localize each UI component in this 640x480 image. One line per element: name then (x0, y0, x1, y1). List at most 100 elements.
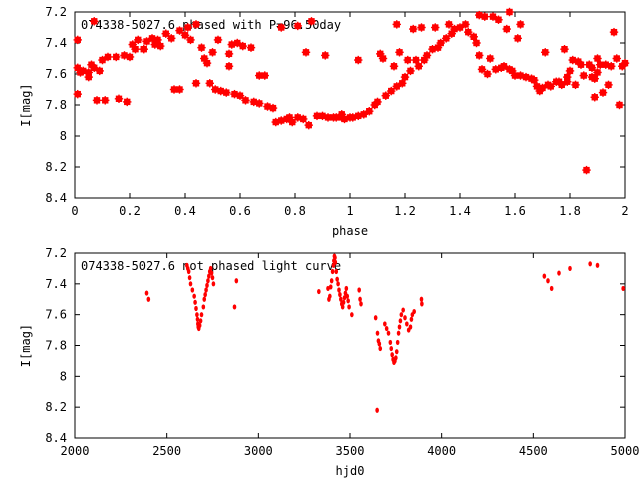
data-point (347, 304, 351, 310)
x-tick-label: 0.4 (174, 204, 196, 218)
data-point (365, 107, 374, 116)
data-point (378, 54, 388, 63)
data-point (338, 292, 342, 298)
y-tick-label: 8 (60, 369, 67, 383)
data-point (357, 287, 361, 293)
data-point (101, 96, 110, 105)
x-tick-label: 0 (71, 204, 78, 218)
data-point (241, 96, 250, 105)
data-point (340, 304, 345, 310)
data-point (201, 304, 206, 310)
data-point (587, 72, 597, 82)
data-point (395, 48, 404, 57)
data-point (224, 62, 234, 71)
data-point (469, 32, 478, 41)
x-tick-label: 0.2 (119, 204, 141, 218)
data-point (114, 94, 124, 103)
data-point (390, 352, 394, 358)
data-point (530, 76, 539, 85)
x-tick-label: 1 (346, 204, 353, 218)
data-point (146, 296, 151, 302)
data-point (337, 113, 346, 122)
x-tick-label: 2000 (61, 444, 90, 458)
data-point (409, 316, 414, 322)
plot-title: 074338-5027.6 phased with P=96.50day (81, 18, 341, 32)
data-point (197, 43, 206, 52)
data-point (198, 318, 203, 324)
data-point (541, 48, 550, 57)
data-point (260, 71, 269, 80)
data-point (595, 262, 600, 268)
data-point (167, 34, 176, 43)
data-point (384, 325, 389, 332)
x-tick-label: 3000 (244, 444, 273, 458)
data-point (598, 88, 608, 97)
data-point (304, 120, 313, 130)
data-point (436, 38, 445, 48)
data-point (205, 79, 214, 88)
data-point (414, 62, 423, 71)
x-tick-label: 1.8 (559, 204, 581, 218)
data-point (329, 278, 334, 284)
data-point (222, 88, 231, 97)
data-point (546, 278, 550, 284)
data-point (350, 312, 354, 318)
data-point (334, 268, 339, 275)
data-point (336, 281, 340, 287)
data-point (461, 20, 470, 29)
data-point (494, 15, 503, 24)
data-point (502, 24, 511, 34)
data-point (483, 69, 492, 79)
data-point (192, 293, 196, 299)
data-point (190, 287, 195, 293)
y-tick-label: 8 (60, 129, 67, 143)
data-point (431, 23, 440, 32)
data-point (590, 93, 599, 102)
data-point (604, 80, 613, 90)
data-point (400, 72, 410, 82)
data-point (621, 285, 625, 292)
data-point (358, 296, 362, 302)
data-point (582, 165, 591, 175)
data-point (206, 278, 210, 284)
y-tick-label: 7.8 (45, 339, 67, 353)
data-point (409, 24, 418, 34)
data-point (344, 285, 349, 292)
data-point (199, 312, 204, 318)
y-tick-label: 8.4 (45, 431, 67, 445)
plot-frame (74, 252, 626, 439)
data-point (131, 45, 140, 54)
data-point (208, 265, 213, 272)
y-axis-label: I[mag] (19, 324, 33, 367)
x-axis-label: phase (332, 224, 368, 238)
data-point (398, 318, 403, 324)
data-point (328, 284, 333, 290)
data-point (412, 308, 416, 315)
data-point (576, 60, 586, 69)
data-point (307, 17, 316, 26)
x-tick-label: 2500 (152, 444, 181, 458)
y-tick-label: 7.8 (45, 98, 67, 112)
data-point (186, 35, 195, 45)
data-point (560, 45, 569, 54)
data-point (328, 293, 332, 299)
data-point (345, 293, 350, 299)
data-point (542, 273, 547, 279)
data-point (464, 27, 473, 37)
data-point (202, 58, 212, 68)
data-point (383, 321, 387, 327)
data-point (144, 290, 149, 296)
data-point (268, 103, 278, 113)
data-point (191, 20, 201, 29)
data-point (557, 270, 561, 276)
data-point (381, 91, 390, 100)
data-point (389, 345, 394, 352)
data-point (480, 12, 489, 21)
x-tick-label: 0.6 (229, 204, 251, 218)
data-point (95, 66, 104, 76)
data-point (399, 312, 404, 318)
data-point (401, 307, 405, 313)
data-point (123, 97, 132, 107)
y-tick-label: 8.2 (45, 400, 67, 414)
y-tick-label: 7.2 (45, 5, 67, 19)
